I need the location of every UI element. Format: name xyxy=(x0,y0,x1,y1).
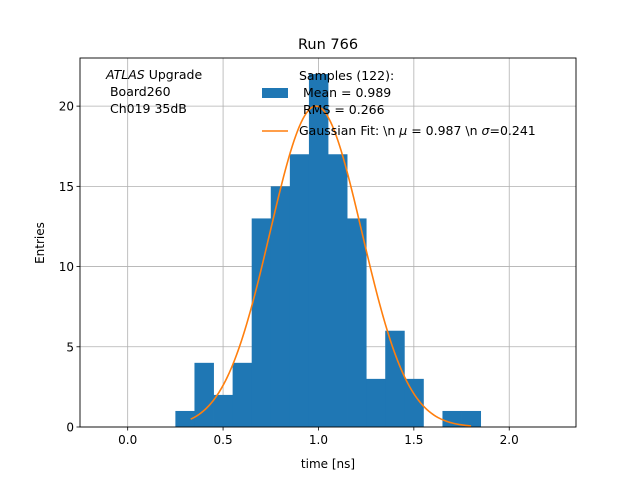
x-tick-label: 0.0 xyxy=(118,433,137,447)
legend-hist-line-3: RMS = 0.266 xyxy=(299,102,385,117)
y-tick-label: 15 xyxy=(59,180,74,194)
y-tick-label: 10 xyxy=(59,260,74,274)
x-tick-label: 0.5 xyxy=(214,433,233,447)
histogram-bar xyxy=(347,218,367,427)
legend-hist-line-1: Samples (122): xyxy=(299,68,394,83)
annotation-atlas: ATLAS xyxy=(105,67,145,82)
x-tick-label: 2.0 xyxy=(500,433,519,447)
x-axis-label: time [ns] xyxy=(301,457,355,471)
legend-hist-swatch xyxy=(262,88,288,98)
gaussian-fit-curve xyxy=(190,105,472,427)
gaussian-fit-layer xyxy=(190,105,472,427)
annotation-channel: Ch019 35dB xyxy=(106,101,187,116)
axis-ticks: 0.0 0.5 1.0 1.5 2.0 0 5 10 15 20 xyxy=(59,100,519,447)
histogram-bar xyxy=(308,74,329,427)
histogram-bar xyxy=(328,154,348,427)
histogram-bar xyxy=(232,362,253,427)
y-tick-label: 0 xyxy=(66,421,74,435)
plot-frame xyxy=(79,57,577,428)
atlas-annotation: ATLAS Upgrade Board260 Ch019 35dB xyxy=(105,67,202,116)
histogram-bar xyxy=(251,218,272,427)
histogram-bar xyxy=(213,394,234,427)
y-tick-label: 5 xyxy=(66,340,74,354)
y-axis-label: Entries xyxy=(33,222,47,264)
histogram-bar xyxy=(461,410,482,427)
histogram-bar xyxy=(194,362,214,427)
chart-title: Run 766 xyxy=(298,37,358,53)
histogram-bars xyxy=(175,74,482,427)
histogram-bar xyxy=(175,410,195,427)
legend-fit-label: Gaussian Fit: \n μ = 0.987 \n σ=0.241 xyxy=(299,123,536,138)
histogram-bar xyxy=(289,154,310,427)
x-tick-label: 1.5 xyxy=(404,433,423,447)
histogram-bar xyxy=(404,378,424,427)
histogram-bar xyxy=(270,186,291,427)
legend-hist-line-2: Mean = 0.989 xyxy=(299,85,391,100)
histogram-bar xyxy=(385,330,405,427)
legend: Samples (122): Mean = 0.989 RMS = 0.266 … xyxy=(262,68,536,138)
y-tick-label: 20 xyxy=(59,100,74,114)
histogram-bar xyxy=(366,378,386,427)
x-tick-label: 1.0 xyxy=(309,433,328,447)
svg-text:ATLAS Upgrade: ATLAS Upgrade xyxy=(105,67,202,82)
annotation-upgrade: Upgrade xyxy=(145,67,203,82)
annotation-board: Board260 xyxy=(106,84,171,99)
histogram-bar xyxy=(442,410,462,427)
